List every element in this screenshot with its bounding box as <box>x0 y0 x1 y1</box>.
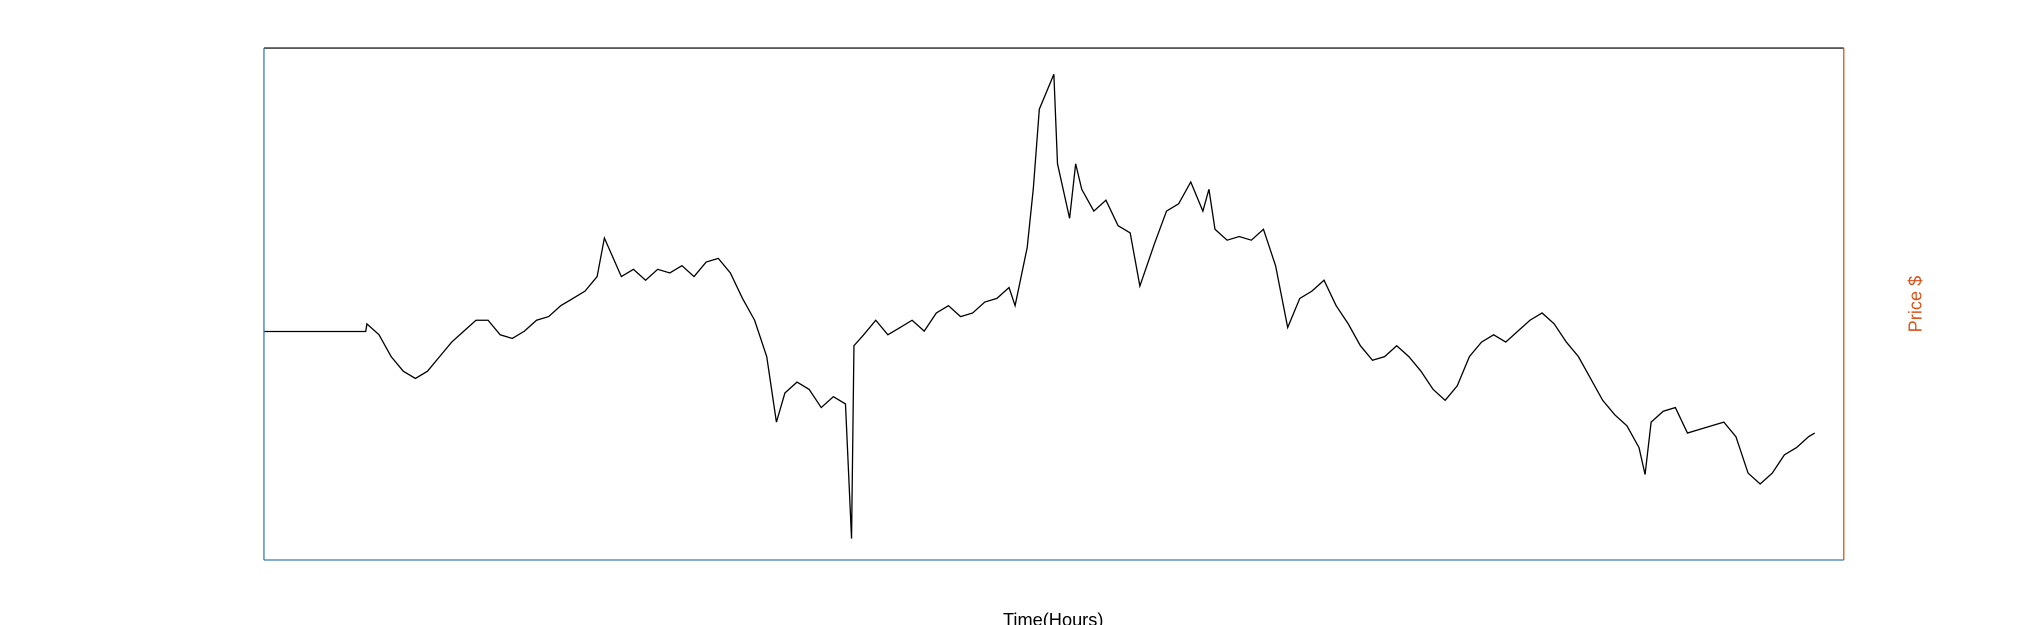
x-axis-label: Time(Hours) <box>1003 610 1103 625</box>
axes-layer: Time(Hours) Price $ <box>263 47 1925 625</box>
price-layer <box>263 74 1816 539</box>
price-line <box>263 74 1816 539</box>
plot-area <box>263 48 1844 561</box>
y-axis-label: Price $ <box>1905 276 1925 333</box>
